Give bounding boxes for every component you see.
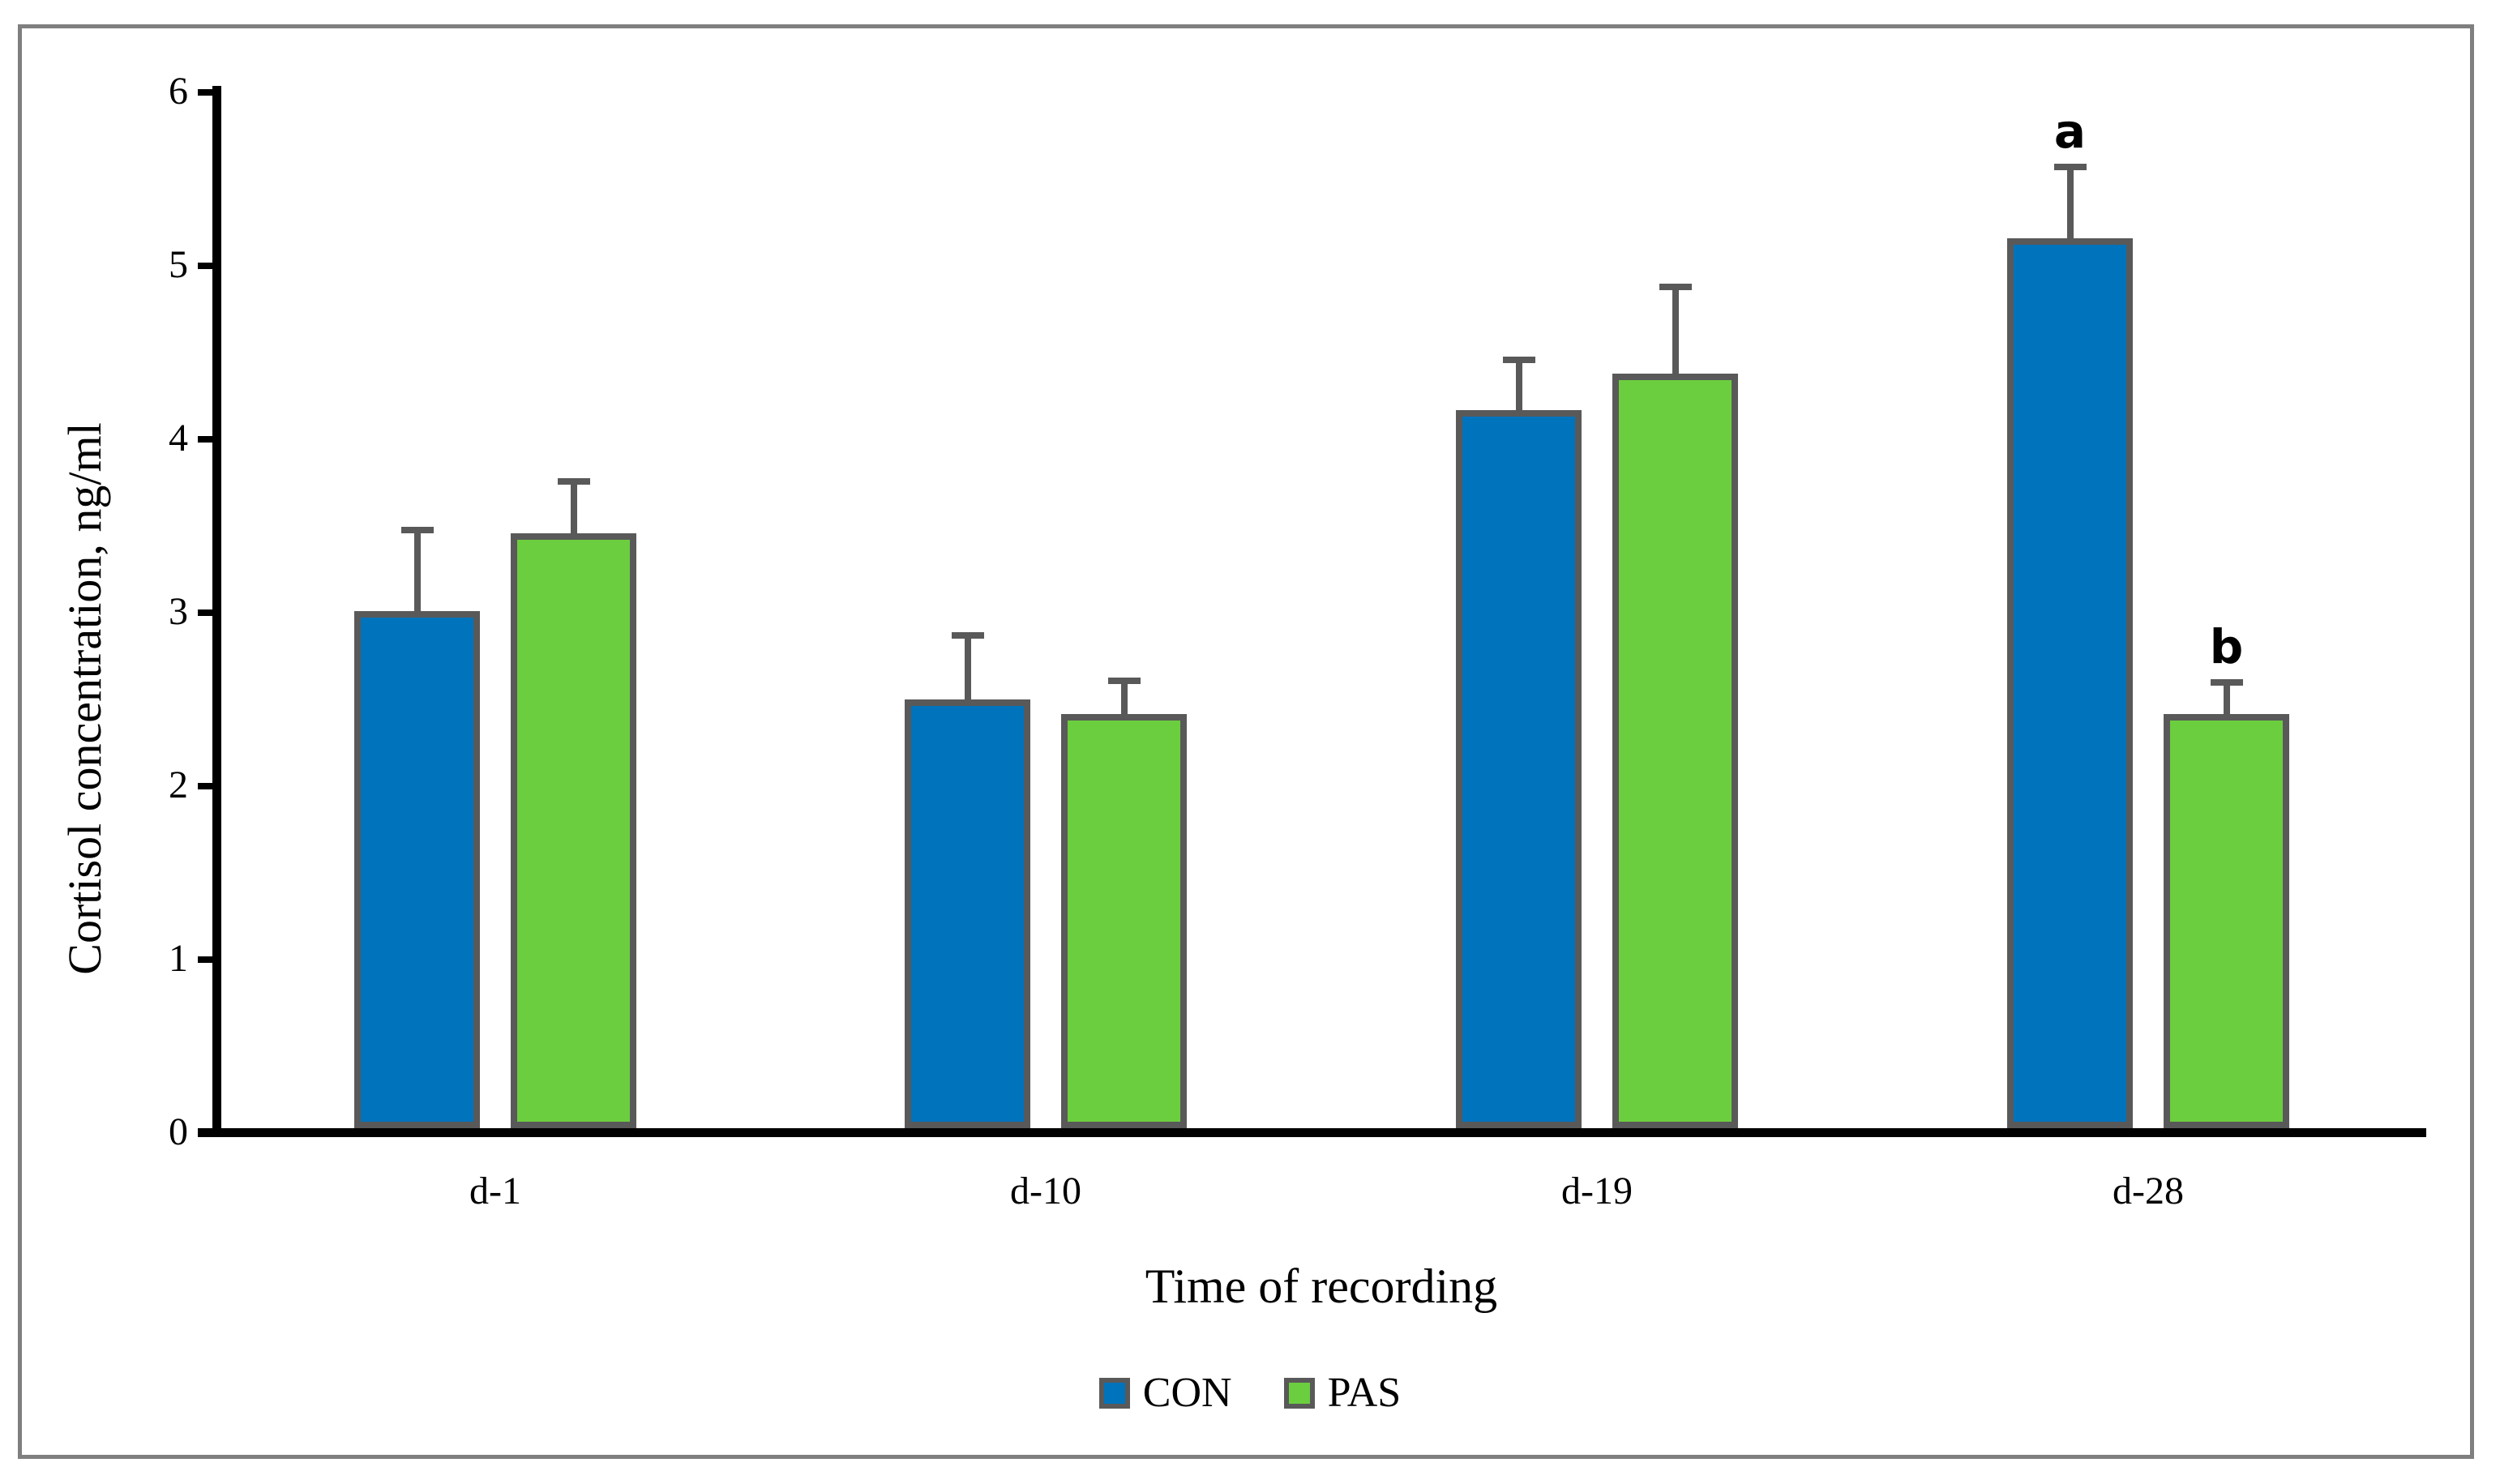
y-tick bbox=[198, 88, 212, 96]
y-tick bbox=[198, 435, 212, 443]
x-category-label: d-10 bbox=[1010, 1170, 1081, 1212]
y-tick-label: 4 bbox=[169, 416, 188, 460]
x-category-label: d-19 bbox=[1561, 1170, 1633, 1212]
con-bar-d-19 bbox=[1456, 410, 1582, 1128]
y-tick bbox=[198, 782, 212, 789]
error-bar-cap bbox=[951, 632, 984, 639]
significance-letter-a: a bbox=[2053, 104, 2087, 160]
legend: CON PAS bbox=[0, 1372, 2500, 1414]
pas-bar-d-19 bbox=[1612, 374, 1738, 1128]
error-bar-stem bbox=[1120, 680, 1128, 714]
con-bar-d-28 bbox=[2007, 238, 2133, 1128]
pas-bar-d-28 bbox=[2164, 713, 2289, 1128]
x-axis-title: Time of recording bbox=[1145, 1259, 1498, 1313]
y-axis-line bbox=[212, 86, 221, 1137]
y-tick-label: 2 bbox=[169, 763, 188, 806]
error-bar-cap bbox=[2053, 164, 2087, 171]
error-bar-stem bbox=[413, 529, 421, 612]
error-bar-cap bbox=[1502, 356, 1535, 363]
y-tick-label: 0 bbox=[169, 1110, 188, 1153]
y-tick bbox=[198, 262, 212, 269]
x-category-label: d-1 bbox=[469, 1170, 521, 1212]
legend-label-pas: PAS bbox=[1327, 1370, 1402, 1416]
error-bar-cap bbox=[1107, 677, 1141, 684]
legend-label-con: CON bbox=[1142, 1370, 1232, 1416]
error-bar-stem bbox=[570, 481, 577, 533]
y-tick-label: 5 bbox=[169, 242, 188, 286]
error-bar-cap bbox=[2210, 679, 2243, 686]
y-tick bbox=[198, 609, 212, 616]
legend-swatch-con bbox=[1098, 1378, 1130, 1409]
legend-item-pas: PAS bbox=[1283, 1370, 1402, 1416]
legend-item-con: CON bbox=[1098, 1370, 1232, 1416]
y-tick-label: 6 bbox=[169, 69, 188, 113]
error-bar-cap bbox=[400, 526, 434, 533]
x-axis-line bbox=[198, 1128, 2426, 1137]
error-bar-stem bbox=[964, 635, 971, 700]
error-bar-stem bbox=[2066, 167, 2074, 239]
y-tick-label: 1 bbox=[169, 936, 188, 980]
error-bar-cap bbox=[1659, 284, 1692, 291]
y-tick bbox=[198, 956, 212, 963]
legend-swatch-pas bbox=[1283, 1378, 1315, 1409]
y-tick-label: 3 bbox=[169, 589, 188, 633]
error-bar-cap bbox=[557, 477, 590, 485]
error-bar-stem bbox=[1515, 359, 1522, 411]
pas-bar-d-10 bbox=[1061, 713, 1187, 1128]
x-category-label: d-28 bbox=[2113, 1170, 2184, 1212]
error-bar-stem bbox=[2223, 682, 2230, 714]
pas-bar-d-1 bbox=[511, 532, 636, 1128]
con-bar-d-10 bbox=[905, 699, 1030, 1128]
con-bar-d-1 bbox=[354, 611, 480, 1128]
error-bar-stem bbox=[1672, 287, 1679, 374]
significance-letter-b: b bbox=[2209, 619, 2244, 675]
